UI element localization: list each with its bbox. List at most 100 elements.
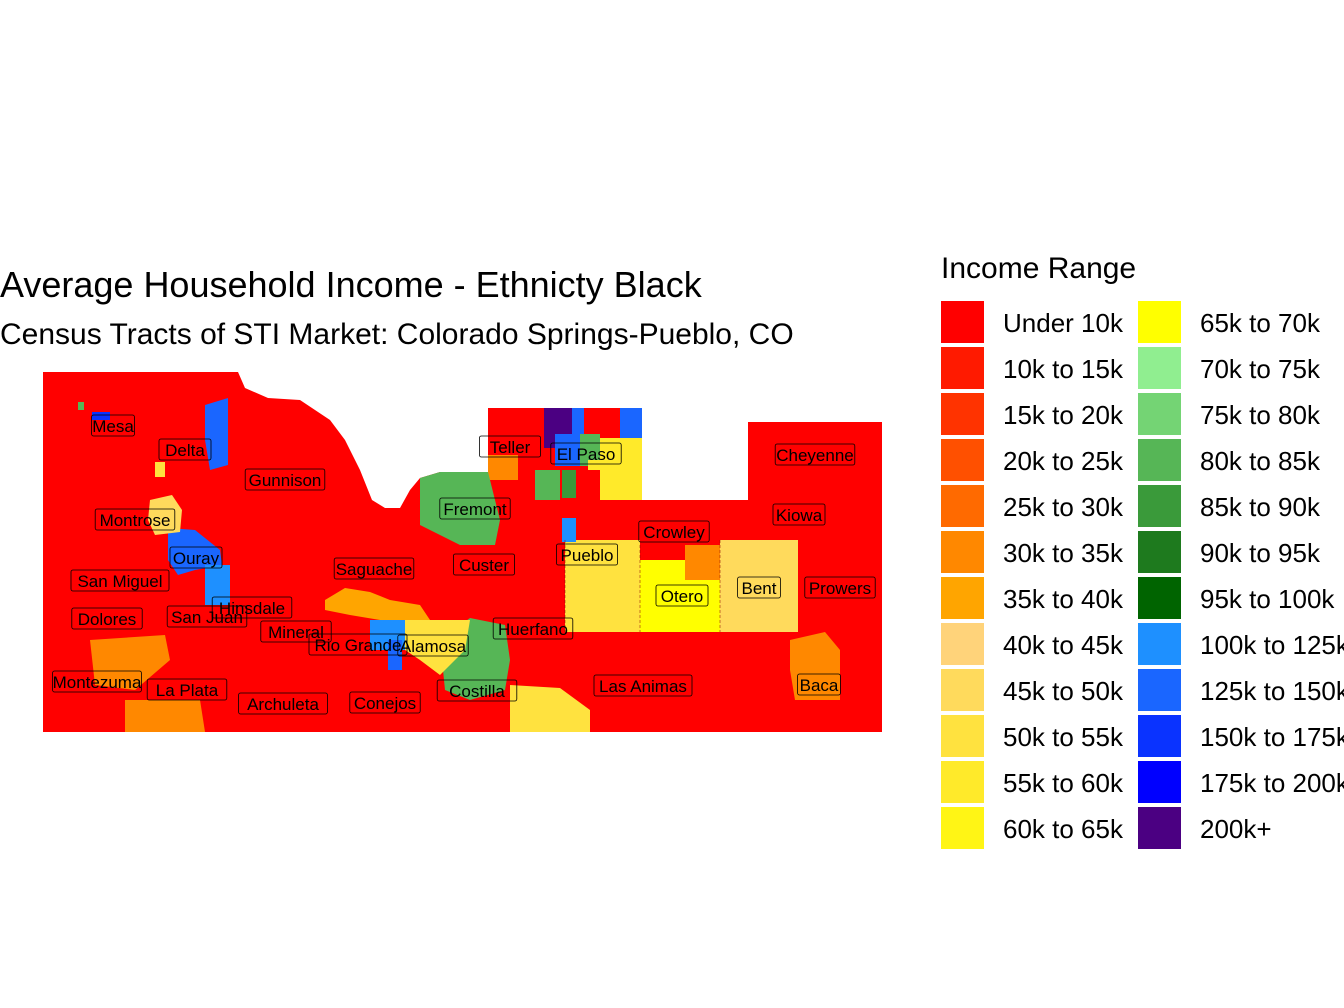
county-label: Costilla bbox=[436, 679, 518, 702]
county-label: Fremont bbox=[439, 497, 511, 520]
tract bbox=[565, 540, 640, 632]
legend-label: 10k to 15k bbox=[1003, 354, 1123, 384]
legend-label: 30k to 35k bbox=[1003, 538, 1123, 568]
tract bbox=[562, 518, 576, 542]
legend-label: 150k to 175k bbox=[1200, 722, 1344, 752]
legend-swatch bbox=[1138, 347, 1181, 389]
legend-swatch bbox=[941, 715, 984, 757]
county-label: Huerfano bbox=[492, 617, 574, 640]
tract bbox=[325, 588, 430, 620]
county-label: Conejos bbox=[349, 691, 421, 714]
legend-label: 35k to 40k bbox=[1003, 584, 1123, 614]
legend-swatch bbox=[941, 807, 984, 849]
tract bbox=[125, 700, 205, 732]
county-label: Baca bbox=[797, 673, 841, 696]
county-label: Pueblo bbox=[556, 543, 619, 566]
tract bbox=[205, 565, 230, 605]
county-name: Archuleta bbox=[247, 695, 319, 714]
county-label: Saguache bbox=[333, 557, 415, 580]
region-base bbox=[43, 372, 882, 732]
county-name: Baca bbox=[800, 676, 839, 695]
tract bbox=[562, 470, 576, 498]
county-name: Mineral bbox=[268, 623, 324, 642]
county-name: Cheyenne bbox=[776, 446, 854, 465]
map-title: Average Household Income - Ethnicty Blac… bbox=[0, 264, 702, 305]
legend-label: 75k to 80k bbox=[1200, 400, 1320, 430]
county-name: Rio Grande bbox=[315, 636, 402, 655]
legend-swatch bbox=[941, 301, 984, 343]
county-name: Ouray bbox=[173, 549, 220, 568]
tract bbox=[205, 398, 228, 470]
county-label: Otero bbox=[655, 584, 709, 607]
tract bbox=[78, 402, 84, 410]
legend-label: 20k to 25k bbox=[1003, 446, 1123, 476]
tract bbox=[580, 434, 600, 466]
county-label: Custer bbox=[452, 553, 515, 576]
county-label: Prowers bbox=[804, 576, 876, 599]
county-label: Gunnison bbox=[244, 468, 326, 491]
county-label: Las Animas bbox=[593, 674, 693, 697]
legend-swatch bbox=[1138, 715, 1181, 757]
county-name: Bent bbox=[742, 579, 777, 598]
legend-label: Under 10k bbox=[1003, 308, 1123, 338]
legend-swatch bbox=[941, 761, 984, 803]
tract bbox=[155, 462, 165, 477]
legend-swatch bbox=[941, 531, 984, 573]
legend-swatch bbox=[941, 347, 984, 389]
legend-label: 85k to 90k bbox=[1200, 492, 1320, 522]
legend-swatch bbox=[941, 577, 984, 619]
legend-label: 90k to 95k bbox=[1200, 538, 1320, 568]
county-name: Crowley bbox=[643, 523, 705, 542]
legend-label: 55k to 60k bbox=[1003, 768, 1123, 798]
county-label: Cheyenne bbox=[774, 443, 856, 466]
legend-swatch bbox=[1138, 577, 1181, 619]
tract bbox=[535, 470, 560, 500]
legend-label: 40k to 45k bbox=[1003, 630, 1123, 660]
county-label: El Paso bbox=[550, 442, 622, 465]
legend-label: 50k to 55k bbox=[1003, 722, 1123, 752]
legend-swatch bbox=[1138, 393, 1181, 435]
legend-swatch bbox=[1138, 807, 1181, 849]
county-name: Montezuma bbox=[53, 673, 142, 692]
tract bbox=[685, 545, 720, 580]
county-name: Las Animas bbox=[599, 677, 687, 696]
legend-label: 65k to 70k bbox=[1200, 308, 1320, 338]
tract bbox=[588, 438, 642, 500]
legend-swatch bbox=[1138, 485, 1181, 527]
county-name: Mesa bbox=[92, 417, 134, 436]
county-name: Pueblo bbox=[561, 546, 614, 565]
county-name: Delta bbox=[165, 441, 205, 460]
county-label: Crowley bbox=[638, 520, 710, 543]
tract bbox=[572, 408, 584, 438]
county-label: La Plata bbox=[146, 678, 228, 701]
county-label: San Miguel bbox=[70, 569, 170, 592]
county-name: Custer bbox=[459, 556, 509, 575]
county-name: Costilla bbox=[449, 682, 505, 701]
county-name: Otero bbox=[661, 587, 704, 606]
county-name: Huerfano bbox=[498, 620, 568, 639]
legend-swatch bbox=[941, 485, 984, 527]
tract bbox=[92, 412, 110, 420]
county-label: Montezuma bbox=[52, 670, 142, 693]
county-boundaries bbox=[564, 540, 721, 632]
legend-swatch bbox=[941, 439, 984, 481]
county-name: Hinsdale bbox=[219, 599, 285, 618]
tract bbox=[620, 408, 642, 438]
legend-label: 200k+ bbox=[1200, 814, 1272, 844]
county-name: Dolores bbox=[78, 610, 137, 629]
county-name: Kiowa bbox=[776, 506, 823, 525]
county-name: San Juan bbox=[171, 608, 243, 627]
tract bbox=[405, 620, 470, 675]
legend-swatch bbox=[941, 623, 984, 665]
tract bbox=[488, 455, 518, 480]
tract bbox=[90, 635, 170, 690]
legend-swatch bbox=[1138, 623, 1181, 665]
legend-label: 70k to 75k bbox=[1200, 354, 1320, 384]
county-name: Fremont bbox=[443, 500, 507, 519]
county-name: La Plata bbox=[156, 681, 219, 700]
legend-label: 25k to 30k bbox=[1003, 492, 1123, 522]
legend-swatch bbox=[941, 669, 984, 711]
legend-label: 175k to 200k bbox=[1200, 768, 1344, 798]
